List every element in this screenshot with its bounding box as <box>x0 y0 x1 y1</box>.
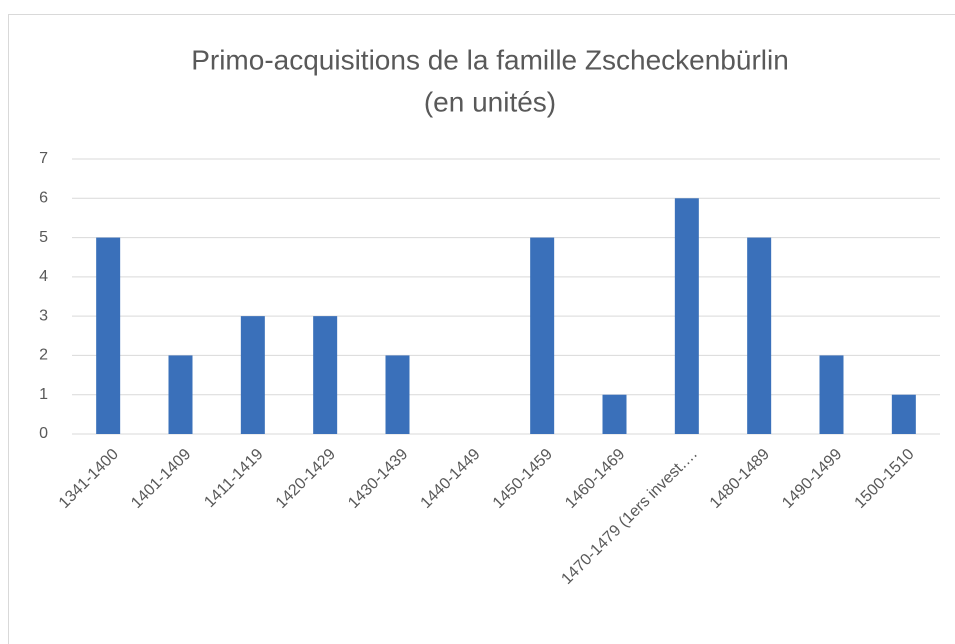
bar <box>819 355 844 434</box>
chart-title: (en unités) <box>424 86 556 117</box>
chart-title: Primo-acquisitions de la famille Zscheck… <box>191 44 789 75</box>
y-tick-label: 0 <box>39 425 48 442</box>
bar <box>240 316 265 434</box>
bar <box>168 355 193 434</box>
bar <box>313 316 338 434</box>
y-tick-label: 6 <box>39 190 48 207</box>
bar <box>530 237 555 434</box>
bar <box>674 198 699 434</box>
bar <box>602 394 627 434</box>
bar <box>385 355 410 434</box>
y-tick-label: 7 <box>39 150 48 167</box>
chart-border <box>8 14 955 644</box>
bar <box>747 237 772 434</box>
y-tick-label: 4 <box>39 268 48 285</box>
y-tick-label: 1 <box>39 386 48 403</box>
y-tick-label: 3 <box>39 307 48 324</box>
bar <box>96 237 121 434</box>
y-tick-label: 2 <box>39 347 48 364</box>
bar <box>891 394 916 434</box>
y-tick-label: 5 <box>39 229 48 246</box>
